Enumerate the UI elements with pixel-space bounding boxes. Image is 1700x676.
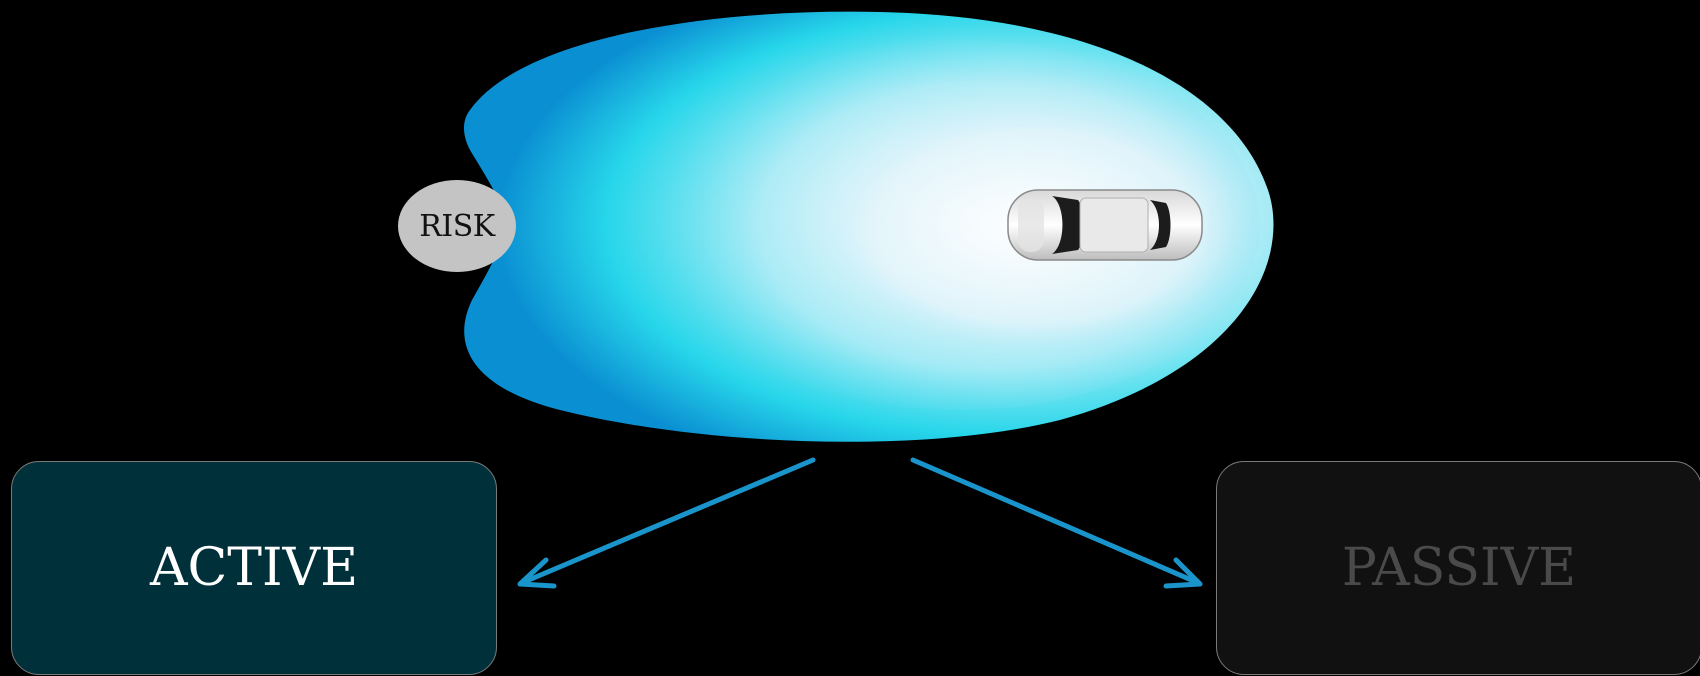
car-top-view-icon <box>1007 189 1203 261</box>
risk-bubble: RISK <box>398 180 516 272</box>
passive-label: PASSIVE <box>1341 538 1577 598</box>
active-box: ACTIVE <box>11 461 497 675</box>
passive-box: PASSIVE <box>1216 461 1700 675</box>
active-label: ACTIVE <box>149 538 359 598</box>
arrow-to-active <box>517 457 816 589</box>
arrow-to-passive <box>910 457 1203 589</box>
risk-label: RISK <box>419 208 495 244</box>
